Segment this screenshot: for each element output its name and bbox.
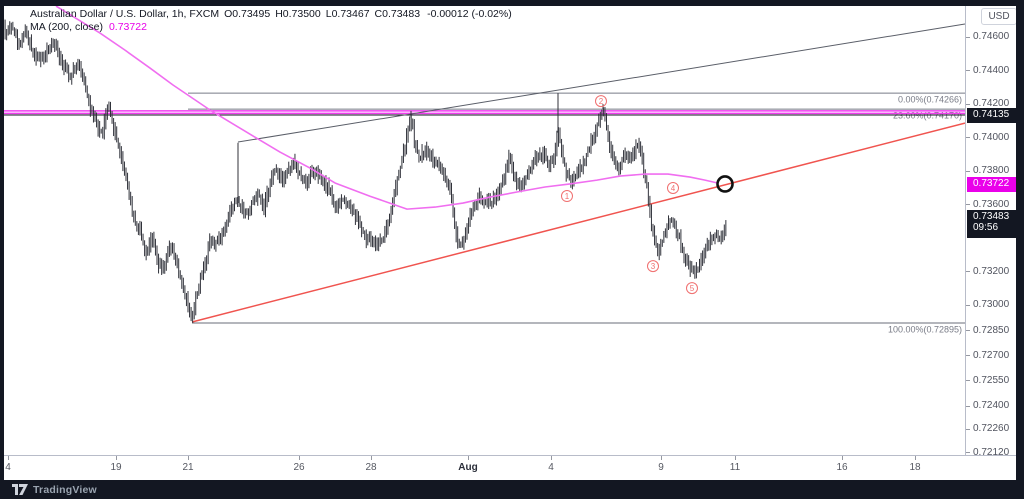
tradingview-brand-text: TradingView [33,483,97,496]
time-tick-mark [551,456,552,460]
time-tick-label: 21 [182,462,194,473]
fib-level-label: 100.00%(0.72895) [888,324,962,334]
bar-countdown: 09:56 [973,222,999,234]
time-tick-mark [915,456,916,460]
time-tick-mark [116,456,117,460]
top-border [0,0,1024,6]
time-tick-mark [468,456,469,460]
price-tick-mark [966,137,970,139]
wave-annotation-number: 1 [565,192,570,201]
price-tick-mark [966,103,970,105]
ohlc-c: C0.73483 [374,8,421,20]
footer-bar: TradingView [0,480,1024,499]
wave-annotation-circle[interactable] [595,95,607,108]
time-tick-label: Aug [458,462,478,473]
ohlc-values: O0.73495 H0.73500 L0.73467 C0.73483 [219,8,420,20]
time-tick-mark [188,456,189,460]
plot-area: 0.00%(0.74266) 23.60%(0.74170) 100.00%(0.7… [2,6,965,334]
fib-level-label: 23.60%(0.74170) [893,111,962,121]
fib-level-label: 0.00%(0.74266) [898,95,962,105]
price-tick-label: 0.72120 [973,446,1010,458]
ma-label: MA (200, close) [30,21,103,33]
time-tick-label: 4 [5,462,11,473]
price-tick-label: 0.74400 [973,64,1010,76]
wave-annotation-number: 5 [690,284,695,293]
price-label-chip: 0.73722 [967,176,1016,192]
ohlc-o: O0.73495 [224,8,271,20]
change-value: -0.00012 (-0.02%) [427,8,512,20]
ohlc-h: H0.73500 [275,8,321,20]
price-chart[interactable]: 0.00%(0.74266) 23.60%(0.74170) 100.00%(0.7… [0,0,1024,485]
ma-value: 0.73722 [108,21,147,33]
time-tick-label: 11 [729,462,741,473]
wave-annotation-circle[interactable] [561,190,573,203]
price-tick-mark [966,170,970,172]
candles-layer[interactable] [2,11,727,323]
tradingview-logo-icon [12,484,28,495]
trendline[interactable] [191,122,965,323]
price-tick-label: 0.74000 [973,131,1010,143]
price-tick-mark [966,70,970,72]
ohlc-l: L0.73467 [325,8,370,20]
price-axis[interactable]: 0.74600 0.74400 0.74200 0.74000 0.73800 0.736… [965,6,1016,458]
price-tick-mark [966,355,970,357]
time-tick-label: 28 [365,462,377,473]
price-tick-mark [966,204,970,206]
price-tick-mark [966,304,970,306]
time-tick-mark [661,456,662,460]
time-tick-mark [371,456,372,460]
wave-annotation-number: 2 [599,97,604,106]
price-tick-label: 0.73000 [973,299,1010,311]
time-axis[interactable]: 4 19 21 26 28 Aug 4 9 11 16 18 [4,455,1016,480]
price-tick-label: 0.74200 [973,98,1010,110]
time-tick-mark [8,456,9,460]
price-label-chip: 0.74135 [967,107,1016,123]
ma-indicator-legend[interactable]: MA (200, close) 0.73722 [30,21,147,34]
ellipse-marker[interactable] [716,175,734,193]
price-tick-label: 0.72550 [973,374,1010,386]
time-tick-label: 16 [836,462,848,473]
price-tick-label: 0.74600 [973,31,1010,43]
right-border [1016,0,1024,480]
symbol-title: Australian Dollar / U.S. Dollar, 1h, FXC… [30,8,220,20]
price-label-chip: 0.73483 09:56 [967,210,1016,239]
price-tick-label: 0.72260 [973,423,1010,435]
price-tick-mark [966,405,970,407]
wave-annotation-circle[interactable] [647,260,659,273]
time-tick-mark [735,456,736,460]
price-tick-mark [966,36,970,38]
time-tick-label: 4 [548,462,554,473]
time-tick-label: 9 [658,462,664,473]
time-tick-mark [299,456,300,460]
price-tick-mark [966,271,970,273]
price-tick-label: 0.72850 [973,324,1010,336]
left-border [0,0,4,480]
ma200-line[interactable] [55,6,719,210]
price-tick-mark [966,428,970,430]
currency-toggle-button[interactable]: USD [981,8,1017,25]
price-tick-label: 0.72400 [973,400,1010,411]
time-tick-label: 26 [293,462,305,473]
price-tick-mark [966,330,970,332]
wave-annotation-circle[interactable] [667,181,679,194]
price-tick-mark [966,452,970,454]
time-tick-label: 18 [909,462,921,473]
price-tick-label: 0.73600 [973,198,1010,210]
tradingview-logo-link[interactable]: TradingView [12,484,97,496]
wave-annotation-number: 3 [651,262,656,271]
time-tick-mark [842,456,843,460]
trendline[interactable] [237,23,965,143]
wave-annotation-number: 4 [671,184,676,193]
price-tick-label: 0.72700 [973,349,1010,361]
price-tick-label: 0.73200 [973,265,1010,277]
symbol-legend[interactable]: Australian Dollar / U.S. Dollar, 1h, FXC… [30,8,512,21]
price-tick-mark [966,380,970,382]
price-tick-label: 0.73800 [973,165,1010,177]
wave-annotation-circle[interactable] [686,282,698,295]
time-tick-label: 19 [110,462,122,473]
